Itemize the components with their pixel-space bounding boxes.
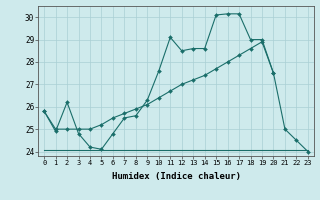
X-axis label: Humidex (Indice chaleur): Humidex (Indice chaleur) [111,172,241,181]
